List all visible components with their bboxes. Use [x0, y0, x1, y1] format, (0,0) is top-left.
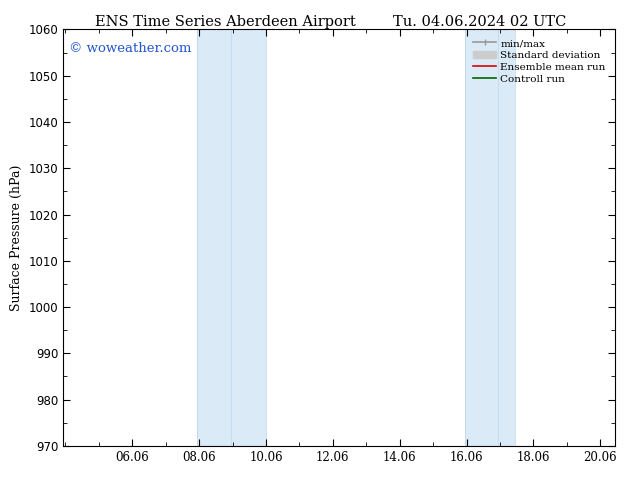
Bar [465, 29, 515, 446]
Legend: min/max, Standard deviation, Ensemble mean run, Controll run: min/max, Standard deviation, Ensemble me… [469, 35, 610, 88]
Bar [197, 29, 266, 446]
Y-axis label: Surface Pressure (hPa): Surface Pressure (hPa) [10, 165, 23, 311]
Text: © woweather.com: © woweather.com [69, 42, 191, 55]
Text: Tu. 04.06.2024 02 UTC: Tu. 04.06.2024 02 UTC [393, 15, 566, 29]
Text: ENS Time Series Aberdeen Airport: ENS Time Series Aberdeen Airport [95, 15, 356, 29]
